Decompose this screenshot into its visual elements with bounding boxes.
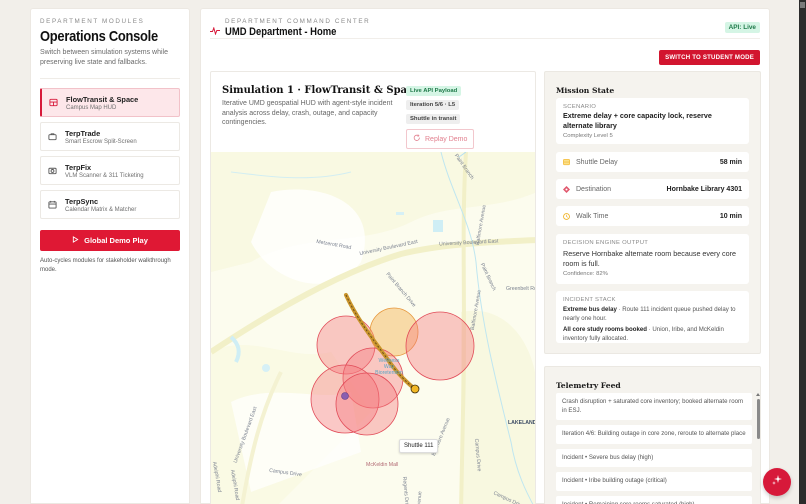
ai-assistant-button[interactable] bbox=[763, 468, 791, 496]
divider bbox=[40, 78, 180, 79]
map-icon bbox=[48, 98, 58, 108]
telemetry-list[interactable]: Crash disruption + saturated core invent… bbox=[556, 393, 752, 504]
sidebar-eyebrow: DEPARTMENT MODULES bbox=[40, 18, 145, 25]
telemetry-title: Telemetry Feed bbox=[556, 381, 621, 390]
sidebar-title: Operations Console bbox=[40, 28, 158, 45]
scenario-value: Extreme delay + core capacity lock, rese… bbox=[563, 111, 712, 130]
metric-label: Shuttle Delay bbox=[576, 158, 618, 166]
refresh-icon bbox=[413, 134, 421, 144]
module-terpsync[interactable]: TerpSync Calendar Matrix & Matcher bbox=[40, 190, 180, 219]
metric-shuttle-delay: Shuttle Delay 58 min bbox=[556, 152, 749, 172]
map-label: Wellness Way Bioretention bbox=[375, 358, 403, 376]
scenario-card: SCENARIO Extreme delay + core capacity l… bbox=[556, 98, 749, 144]
switch-to-student-mode-button[interactable]: SWITCH TO STUDENT MODE bbox=[659, 50, 760, 65]
header-eyebrow: DEPARTMENT COMMAND CENTER bbox=[225, 18, 371, 25]
decision-engine-card: DECISION ENGINE OUTPUT Reserve Hornbake … bbox=[556, 234, 749, 284]
metric-value: 10 min bbox=[719, 212, 742, 220]
play-note: Auto-cycles modules for stakeholder walk… bbox=[40, 258, 171, 273]
sparkle-icon bbox=[771, 473, 783, 491]
telemetry-item: Incident • Iribe building outage (critic… bbox=[556, 472, 752, 491]
map-label: McKeldin Mall bbox=[366, 462, 399, 468]
telemetry-item: Incident • Severe bus delay (high) bbox=[556, 448, 752, 467]
location-icon bbox=[563, 185, 570, 193]
simulation-title: Simulation 1 · FlowTransit & Space bbox=[222, 85, 420, 96]
live-api-tag: Live API Payload bbox=[406, 86, 462, 96]
simulation-description: Iterative UMD geospatial HUD with agent-… bbox=[222, 100, 393, 126]
module-subtitle: Calendar Matrix & Matcher bbox=[65, 206, 137, 213]
replay-demo-button[interactable]: Replay Demo bbox=[406, 129, 475, 149]
campus-map[interactable]: University Boulevard East University Bou… bbox=[211, 152, 536, 504]
map-label: Greenbelt Road bbox=[506, 286, 535, 292]
simulation-card: Simulation 1 · FlowTransit & Space Itera… bbox=[210, 71, 536, 504]
telemetry-feed-panel: Telemetry Feed Crash disruption + satura… bbox=[544, 366, 761, 504]
module-flowtransit[interactable]: FlowTransit & Space Campus Map HUD bbox=[40, 88, 180, 117]
iteration-tag: Iteration 5/6 · L5 bbox=[406, 100, 460, 110]
page-header: DEPARTMENT COMMAND CENTER UMD Department… bbox=[210, 9, 760, 39]
global-demo-play-button[interactable]: Global Demo Play bbox=[40, 230, 180, 251]
scroll-thumb[interactable] bbox=[756, 399, 760, 439]
page-scrollbar[interactable] bbox=[799, 0, 806, 504]
map-label: Avenue bbox=[415, 491, 424, 504]
activity-pulse-icon bbox=[210, 22, 220, 40]
module-name: TerpSync bbox=[65, 196, 99, 206]
api-status-badge: API: Live bbox=[724, 22, 760, 33]
incident-stack-card: INCIDENT STACK Extreme bus delay · Route… bbox=[556, 291, 749, 343]
module-subtitle: Campus Map HUD bbox=[66, 104, 117, 111]
clock-icon bbox=[563, 212, 570, 220]
incident-item: Extreme bus delay · Route 111 incident q… bbox=[563, 306, 736, 322]
calendar-icon bbox=[47, 200, 57, 210]
bus-icon bbox=[563, 158, 570, 166]
page-title: UMD Department - Home bbox=[225, 26, 337, 38]
decision-text: Reserve Hornbake alternate room because … bbox=[563, 249, 736, 268]
module-name: TerpFix bbox=[65, 162, 92, 172]
play-button-label: Global Demo Play bbox=[84, 236, 148, 245]
complexity-level: Complexity Level 5 bbox=[563, 133, 613, 139]
decision-confidence: Confidence: 82% bbox=[563, 271, 608, 277]
module-name: FlowTransit & Space bbox=[66, 94, 139, 104]
main-panel: DEPARTMENT COMMAND CENTER UMD Department… bbox=[200, 8, 770, 504]
metric-walk-time: Walk Time 10 min bbox=[556, 206, 749, 226]
telemetry-item: Iteration 4/6: Building outage in core z… bbox=[556, 425, 752, 444]
metric-label: Walk Time bbox=[576, 212, 609, 220]
decision-label: DECISION ENGINE OUTPUT bbox=[563, 240, 649, 246]
shuttle-status-tag: Shuttle in transit bbox=[406, 114, 461, 124]
module-name: TerpTrade bbox=[65, 128, 101, 138]
module-subtitle: Smart Escrow Split-Screen bbox=[65, 138, 137, 145]
mission-state-panel: Mission State SCENARIO Extreme delay + c… bbox=[544, 71, 761, 354]
scenario-label: SCENARIO bbox=[563, 104, 597, 110]
scroll-up-arrow-icon[interactable] bbox=[756, 393, 760, 396]
metric-value: Hornbake Library 4301 bbox=[666, 185, 742, 193]
sidebar-description: Switch between simulation systems while … bbox=[40, 49, 168, 66]
replay-label: Replay Demo bbox=[425, 135, 468, 143]
simulation-tags: Live API Payload Iteration 5/6 · L5 Shut… bbox=[406, 86, 475, 149]
incident-stack-label: INCIDENT STACK bbox=[563, 297, 616, 303]
map-label: LAKELAND bbox=[508, 420, 536, 426]
metric-destination: Destination Hornbake Library 4301 bbox=[556, 179, 749, 199]
module-terptrade[interactable]: TerpTrade Smart Escrow Split-Screen bbox=[40, 122, 180, 151]
sidebar: DEPARTMENT MODULES Operations Console Sw… bbox=[30, 8, 190, 504]
module-subtitle: VLM Scanner & 311 Ticketing bbox=[65, 172, 144, 179]
incident-item: All core study rooms booked · Union, Iri… bbox=[563, 326, 724, 342]
metric-label: Destination bbox=[576, 185, 612, 193]
mission-state-title: Mission State bbox=[556, 86, 615, 95]
telemetry-item: Incident • Remaining core rooms saturate… bbox=[556, 495, 752, 504]
metric-value: 58 min bbox=[719, 158, 742, 166]
play-icon bbox=[72, 236, 79, 245]
map-canvas bbox=[211, 152, 535, 504]
briefcase-icon bbox=[47, 132, 57, 142]
camera-icon bbox=[47, 166, 57, 176]
shuttle-tooltip: Shuttle 111 bbox=[399, 439, 439, 453]
telemetry-item: Crash disruption + saturated core invent… bbox=[556, 393, 752, 420]
telemetry-scrollbar[interactable] bbox=[756, 393, 760, 504]
module-terpfix[interactable]: TerpFix VLM Scanner & 311 Ticketing bbox=[40, 156, 180, 185]
